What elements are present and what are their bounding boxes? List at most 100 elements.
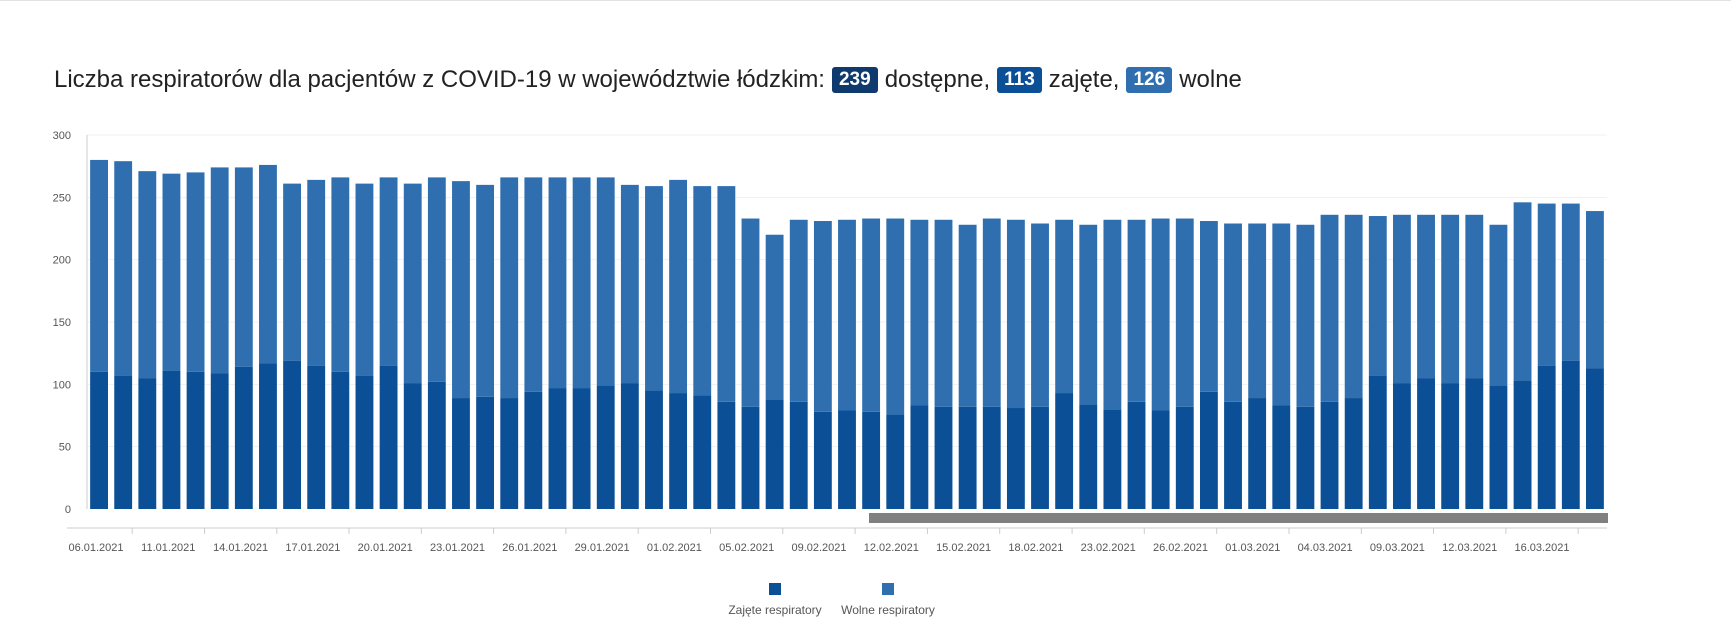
bar-occupied[interactable] [1199, 391, 1218, 509]
bar-free[interactable] [1151, 218, 1170, 411]
bar-free[interactable] [283, 183, 301, 361]
bar-occupied[interactable] [1320, 401, 1339, 509]
bar-free[interactable] [1175, 218, 1194, 407]
bar-free[interactable] [1127, 219, 1146, 402]
bar-free[interactable] [693, 186, 712, 396]
bar-free[interactable] [1465, 214, 1484, 379]
bar-occupied[interactable] [765, 399, 784, 509]
bar-free[interactable] [1055, 219, 1074, 394]
bar-occupied[interactable] [934, 406, 953, 509]
bar-occupied[interactable] [403, 383, 422, 509]
bar-occupied[interactable] [1055, 393, 1074, 509]
bar-occupied[interactable] [1392, 383, 1411, 509]
bar-free[interactable] [500, 177, 519, 399]
bar-occupied[interactable] [548, 388, 567, 509]
bar-free[interactable] [765, 234, 784, 400]
bar-free[interactable] [645, 186, 663, 391]
bar-free[interactable] [548, 177, 567, 389]
bar-occupied[interactable] [1441, 383, 1460, 509]
bar-free[interactable] [910, 219, 929, 406]
bar-occupied[interactable] [958, 406, 977, 509]
bar-free[interactable] [1417, 214, 1435, 379]
bar-free[interactable] [1537, 203, 1556, 366]
bar-occupied[interactable] [500, 398, 519, 509]
bar-free[interactable] [331, 177, 350, 372]
range-scrollbar[interactable] [869, 513, 1608, 523]
bar-occupied[interactable] [1031, 406, 1049, 509]
bar-free[interactable] [838, 219, 856, 411]
bar-free[interactable] [1368, 216, 1387, 376]
bar-free[interactable] [162, 173, 181, 371]
bar-occupied[interactable] [1296, 406, 1315, 509]
bar-occupied[interactable] [645, 390, 663, 509]
bar-occupied[interactable] [283, 360, 301, 509]
bar-free[interactable] [1224, 223, 1242, 402]
bar-free[interactable] [1586, 211, 1604, 369]
bar-free[interactable] [1248, 223, 1267, 399]
bar-occupied[interactable] [259, 363, 277, 509]
bar-occupied[interactable] [234, 366, 253, 509]
bar-free[interactable] [1296, 224, 1315, 407]
bar-free[interactable] [669, 179, 688, 394]
bar-occupied[interactable] [1489, 385, 1508, 509]
bar-occupied[interactable] [910, 405, 929, 509]
bar-free[interactable] [210, 167, 229, 374]
bar-occupied[interactable] [862, 411, 881, 509]
bar-free[interactable] [1392, 214, 1411, 384]
bar-occupied[interactable] [1272, 405, 1291, 509]
bar-occupied[interactable] [1561, 360, 1580, 509]
bar-occupied[interactable] [813, 411, 832, 509]
bar-free[interactable] [1006, 219, 1025, 409]
bar-occupied[interactable] [1586, 368, 1604, 509]
bar-free[interactable] [307, 179, 326, 366]
bar-free[interactable] [234, 167, 253, 367]
bar-free[interactable] [90, 159, 108, 372]
bar-free[interactable] [1561, 203, 1580, 361]
bar-occupied[interactable] [1248, 398, 1267, 509]
bar-occupied[interactable] [1006, 408, 1025, 509]
bar-occupied[interactable] [1537, 365, 1556, 509]
bar-free[interactable] [259, 164, 277, 364]
bar-occupied[interactable] [476, 396, 495, 509]
bar-free[interactable] [1272, 223, 1291, 406]
bar-occupied[interactable] [379, 365, 398, 509]
bar-occupied[interactable] [693, 395, 712, 509]
bar-occupied[interactable] [596, 385, 615, 509]
bar-occupied[interactable] [1127, 401, 1146, 509]
bar-free[interactable] [934, 219, 953, 407]
bar-free[interactable] [1103, 219, 1122, 410]
bar-occupied[interactable] [331, 371, 350, 509]
bar-free[interactable] [138, 171, 157, 379]
bar-free[interactable] [741, 218, 760, 407]
bar-occupied[interactable] [162, 370, 181, 509]
bar-occupied[interactable] [452, 398, 470, 509]
bar-occupied[interactable] [186, 371, 205, 509]
bar-free[interactable] [452, 181, 470, 399]
bar-occupied[interactable] [90, 371, 108, 509]
bar-occupied[interactable] [210, 373, 229, 509]
bar-occupied[interactable] [789, 401, 808, 509]
bar-occupied[interactable] [838, 410, 856, 509]
bar-free[interactable] [355, 183, 374, 376]
bar-free[interactable] [476, 184, 495, 397]
bar-free[interactable] [958, 224, 977, 407]
bar-free[interactable] [379, 177, 398, 366]
bar-free[interactable] [596, 177, 615, 386]
bar-occupied[interactable] [355, 375, 374, 509]
legend-item-free[interactable]: Wolne respiratory [832, 583, 944, 617]
bar-occupied[interactable] [138, 378, 157, 509]
bar-occupied[interactable] [717, 401, 736, 509]
bar-free[interactable] [982, 218, 1001, 407]
bar-free[interactable] [572, 177, 591, 389]
bar-free[interactable] [1320, 214, 1339, 402]
bar-free[interactable] [1344, 214, 1363, 399]
bar-occupied[interactable] [886, 414, 905, 509]
bar-free[interactable] [1489, 224, 1508, 386]
bar-occupied[interactable] [1513, 380, 1532, 509]
bar-free[interactable] [813, 221, 832, 412]
bar-occupied[interactable] [307, 365, 326, 509]
bar-occupied[interactable] [1417, 378, 1435, 509]
bar-occupied[interactable] [669, 393, 688, 509]
bar-occupied[interactable] [427, 381, 446, 509]
bar-occupied[interactable] [1224, 401, 1242, 509]
